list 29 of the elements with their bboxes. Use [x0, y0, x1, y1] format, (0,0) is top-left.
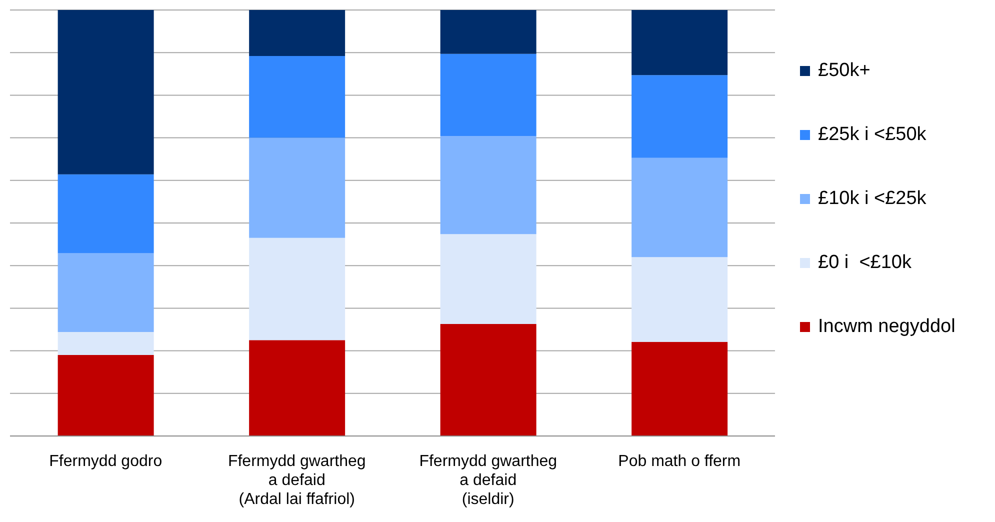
- bar: [249, 138, 346, 238]
- bar: [632, 257, 728, 342]
- x-tick-label: Ffermydd gwartheg a defaid (iseldir): [419, 453, 558, 508]
- bar: [632, 158, 728, 258]
- bar: [249, 238, 346, 340]
- bar: [249, 340, 346, 436]
- legend-label: £0 i <£10k: [818, 252, 912, 274]
- x-tick-label: Pob math o fferm: [618, 453, 741, 470]
- bar: [58, 10, 154, 174]
- bar: [249, 10, 346, 56]
- bar: [632, 10, 728, 76]
- bar: [58, 174, 154, 254]
- legend-label: £25k i <£50k: [818, 124, 926, 146]
- bar: [440, 136, 536, 234]
- bar: [632, 75, 728, 158]
- bar: [440, 324, 536, 436]
- bar: [58, 355, 154, 436]
- bar: [440, 10, 536, 54]
- x-tick-label: Ffermydd godro: [49, 453, 162, 470]
- legend-label: £50k+: [818, 60, 870, 82]
- legend-label: £10k i <£25k: [818, 188, 926, 210]
- bar: [440, 234, 536, 324]
- x-tick-label: Ffermydd gwartheg a defaid (Ardal lai ffafriol): [228, 453, 366, 508]
- bar: [440, 54, 536, 136]
- bar: [632, 342, 728, 436]
- bar: [249, 56, 346, 138]
- bar: [58, 332, 154, 356]
- bar: [58, 253, 154, 332]
- legend-label: Incwm negyddol: [818, 316, 956, 338]
